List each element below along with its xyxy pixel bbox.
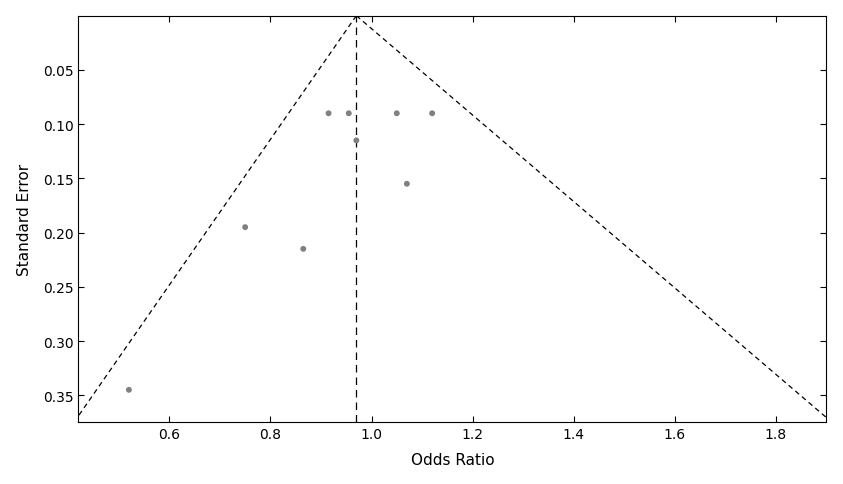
Point — [426, 110, 439, 118]
Point — [322, 110, 336, 118]
Point — [342, 110, 356, 118]
Point — [350, 137, 363, 145]
Point — [390, 110, 404, 118]
Point — [297, 245, 310, 253]
Point — [122, 386, 136, 394]
Y-axis label: Standard Error: Standard Error — [17, 164, 32, 275]
Point — [239, 224, 252, 231]
X-axis label: Odds Ratio: Odds Ratio — [411, 453, 494, 468]
Point — [400, 181, 414, 188]
